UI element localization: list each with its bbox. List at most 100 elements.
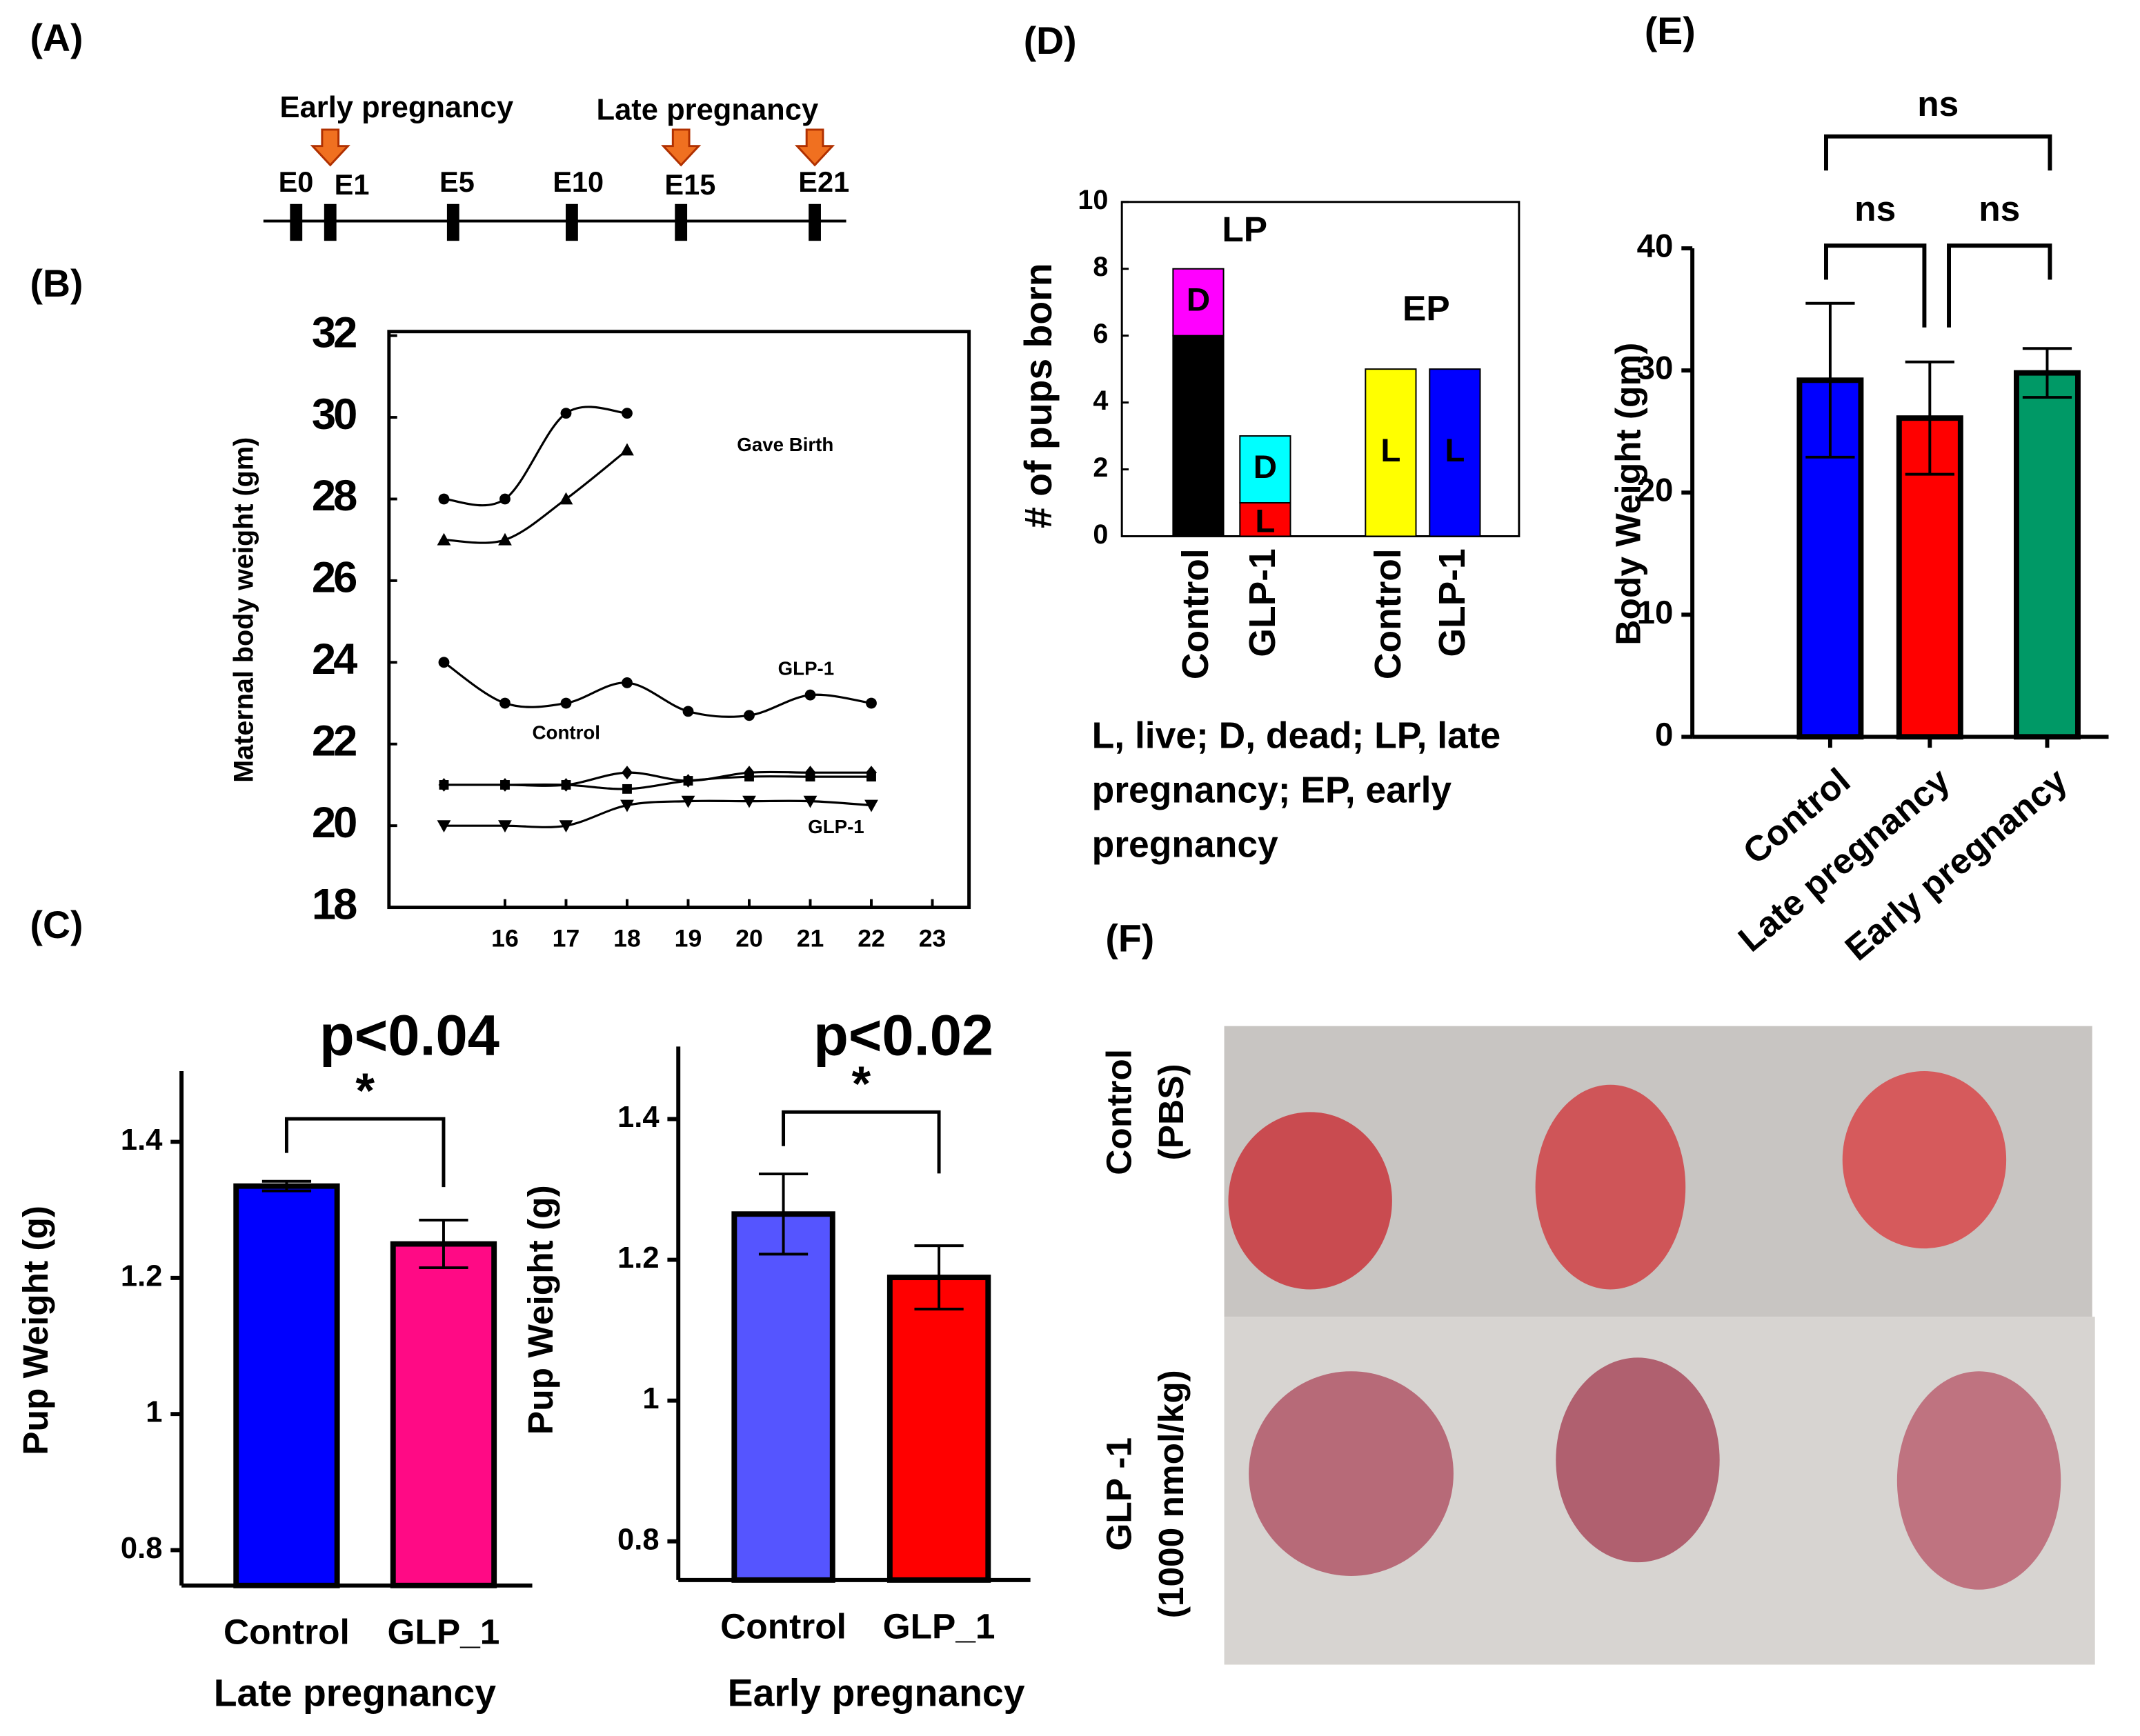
x-tick-label: Control (224, 1612, 350, 1652)
significance-bracket (1947, 243, 2052, 328)
x-tick-label: 16 (491, 924, 519, 952)
timeline-tick: E5 (439, 166, 475, 198)
y-tick-label: 10 (1637, 595, 1674, 631)
bar-segment (1239, 502, 1291, 537)
y-tick-label: 1.2 (617, 1241, 659, 1275)
y-tick-label: 20 (1637, 472, 1674, 509)
y-tick-label: 6 (1093, 319, 1108, 349)
point (622, 677, 633, 688)
x-tick-label: Control (1368, 548, 1409, 679)
significance-bracket (284, 1117, 446, 1188)
segment-label: L (1188, 416, 1208, 452)
y-tick-label: 0.8 (121, 1532, 162, 1565)
y-tick-label: 20 (312, 799, 356, 847)
point (683, 776, 693, 786)
significance-label: ns (1854, 188, 1896, 228)
group-label: EP (1403, 288, 1450, 328)
point (498, 532, 512, 546)
panel-label: (F) (1105, 917, 1154, 960)
annotation: GLP-1 (778, 658, 835, 679)
timeline-event: Late pregnancy (597, 94, 819, 127)
point (438, 493, 450, 505)
bar (233, 1183, 340, 1588)
timeline-tick: E0 (279, 166, 314, 198)
x-tick-label: 18 (613, 924, 641, 952)
y-tick-label: 1 (146, 1396, 162, 1429)
annotation: Gave Birth (737, 434, 833, 455)
bar (390, 1241, 497, 1588)
point (561, 780, 571, 790)
x-tick-label: 23 (919, 924, 947, 952)
x-tick-label: 22 (858, 924, 885, 952)
segment-label: D (1254, 449, 1277, 486)
point (560, 408, 572, 419)
bar-segment (1365, 368, 1417, 537)
caption: pregnancy; EP, early (1092, 770, 1452, 811)
photo-row-label: (PBS) (1151, 1064, 1191, 1160)
timeline (263, 128, 846, 241)
caption: L, live; D, dead; LP, late (1092, 715, 1501, 756)
y-tick-label: 0 (1093, 519, 1108, 550)
annotation: Control (533, 722, 600, 744)
timeline-tick: E10 (553, 166, 604, 198)
y-tick-label: 28 (312, 472, 357, 520)
group-label: LP (1222, 209, 1267, 249)
bar (731, 1211, 835, 1583)
point (559, 820, 573, 833)
significance-bracket (1824, 134, 2052, 171)
plot-frame (1120, 201, 1520, 537)
x-axis-label: Early pregnancy (728, 1672, 1025, 1715)
y-axis-label: Maternal body weight (gm) (229, 437, 259, 783)
y-tick-label: 8 (1093, 252, 1108, 282)
x-tick-label: GLP-1 (1242, 548, 1283, 657)
photo-row-label: Control (1099, 1049, 1139, 1175)
timeline-event: Early pregnancy (280, 91, 514, 124)
x-tick-label: 19 (675, 924, 702, 952)
x-tick-label: 17 (553, 924, 580, 952)
y-tick-label: 4 (1093, 386, 1108, 416)
point (805, 772, 815, 782)
bar (886, 1275, 991, 1583)
x-tick-label: 21 (797, 924, 824, 952)
point (744, 710, 755, 721)
y-tick-label: 1.2 (121, 1259, 162, 1293)
bar-segment (1239, 435, 1291, 503)
significance-bracket (782, 1110, 941, 1174)
annotation: GLP-1 (808, 816, 864, 837)
timeline-tick: E15 (664, 168, 715, 201)
significance-label: * (851, 1057, 871, 1112)
segment-label: L (1380, 432, 1400, 469)
point (742, 795, 756, 808)
y-tick-label: 0.8 (617, 1523, 659, 1556)
y-tick-label: 1 (642, 1382, 659, 1415)
line (444, 406, 628, 507)
y-tick-label: 1.4 (121, 1124, 162, 1157)
photo (1224, 1026, 2095, 1665)
y-tick-label: 30 (312, 390, 356, 439)
y-tick-label: 30 (1637, 350, 1674, 387)
point (439, 780, 449, 790)
line (444, 799, 872, 828)
x-tick-label: GLP_1 (388, 1612, 500, 1652)
point (499, 493, 511, 505)
photo-row-label: GLP -1 (1099, 1437, 1139, 1551)
y-tick-label: 22 (312, 717, 356, 765)
x-tick-label: Control (720, 1606, 846, 1646)
significance-bracket (1824, 243, 1927, 328)
point (682, 706, 694, 717)
point (622, 766, 633, 780)
y-axis-label: # of pups born (1017, 263, 1060, 528)
chart-title: p<0.04 (319, 1003, 499, 1067)
x-tick-label: GLP-1 (1432, 548, 1473, 657)
point (500, 780, 510, 790)
timeline-tick: E1 (335, 168, 370, 201)
timeline-tick: E21 (798, 166, 849, 198)
panel-label: (E) (1645, 10, 1696, 52)
point (438, 657, 450, 668)
point (866, 697, 877, 709)
y-tick-label: 40 (1637, 228, 1674, 265)
photo-row-label: (1000 nmol/kg) (1151, 1370, 1191, 1618)
panel-label: (D) (1024, 19, 1077, 62)
significance-label: ns (1979, 188, 2020, 228)
